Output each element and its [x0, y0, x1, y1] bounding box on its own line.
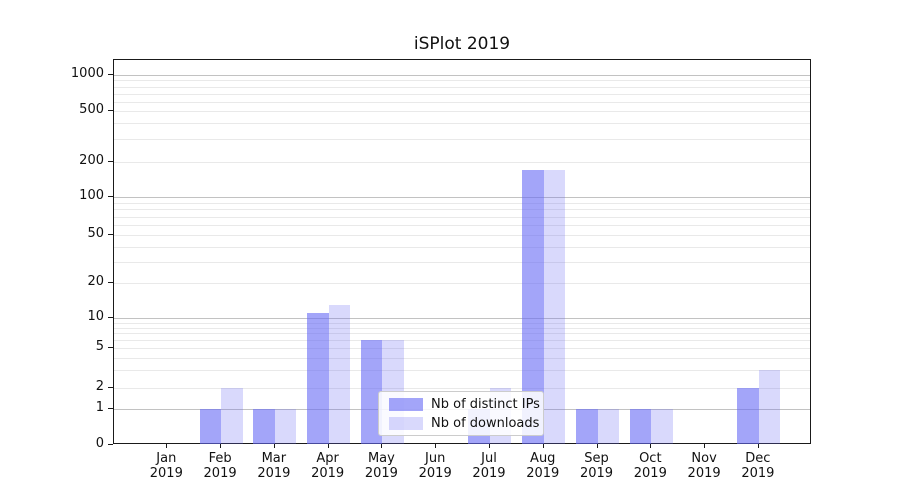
gridline-90 [114, 202, 810, 204]
y-tick-mark-100 [108, 196, 113, 197]
bar-downloads-apr [328, 304, 351, 444]
gridline-600 [114, 101, 810, 103]
y-tick-label-200: 200 [79, 153, 104, 168]
x-tick-label-oct: Oct 2019 [633, 451, 667, 481]
x-tick-label-may: May 2019 [364, 451, 398, 481]
y-tick-mark-1 [108, 408, 113, 409]
chart-title: iSPlot 2019 [413, 34, 511, 54]
gridline-30 [114, 261, 810, 263]
y-tick-mark-20 [108, 282, 113, 283]
gridline-4 [114, 357, 810, 359]
gridline-900 [114, 80, 810, 82]
legend: Nb of distinct IPs Nb of downloads [378, 391, 544, 436]
x-tick-mark-sep [596, 444, 598, 448]
plot-area: Nb of distinct IPs Nb of downloads [113, 59, 811, 444]
gridline-80 [114, 209, 810, 211]
bar-downloads-feb [221, 388, 243, 444]
x-tick-label-jun: Jun 2019 [418, 451, 452, 481]
x-tick-label-dec: Dec 2019 [741, 451, 775, 481]
x-tick-label-apr: Apr 2019 [311, 451, 345, 481]
x-tick-mark-oct [650, 444, 652, 448]
gridline-7 [114, 333, 810, 335]
y-tick-label-2: 2 [95, 379, 104, 394]
legend-swatch-distinct-ips [389, 397, 423, 411]
y-tick-mark-0 [108, 444, 113, 445]
gridline-700 [114, 93, 810, 95]
y-tick-label-50: 50 [87, 226, 104, 241]
bar-distinct-ips-may [360, 340, 383, 444]
gridline-5 [114, 348, 810, 349]
y-tick-label-500: 500 [79, 102, 104, 117]
gridline-400 [114, 123, 810, 125]
bar-downloads-sep [597, 409, 620, 444]
x-tick-mark-dec [757, 444, 759, 448]
y-tick-mark-5 [108, 347, 113, 348]
gridline-300 [114, 139, 810, 141]
legend-label-downloads: Nb of downloads [431, 415, 540, 431]
bar-downloads-dec [758, 370, 781, 444]
bar-distinct-ips-oct [629, 409, 652, 444]
x-tick-mark-aug [542, 444, 544, 448]
y-tick-label-1000: 1000 [70, 66, 104, 81]
y-tick-mark-500 [108, 110, 113, 111]
y-tick-mark-50 [108, 234, 113, 235]
x-tick-mark-jul [488, 444, 490, 448]
gridline-9 [114, 322, 810, 324]
bar-distinct-ips-feb [199, 409, 222, 444]
gridline-100 [114, 197, 810, 198]
gridline-2 [114, 388, 810, 389]
bar-downloads-oct [651, 409, 673, 444]
gridline-50 [114, 235, 810, 236]
gridline-500 [114, 111, 810, 112]
y-tick-label-0: 0 [95, 436, 104, 451]
y-tick-label-20: 20 [87, 274, 104, 289]
x-tick-label-aug: Aug 2019 [526, 451, 560, 481]
gridline-70 [114, 216, 810, 218]
x-tick-mark-jan [166, 444, 168, 448]
x-tick-mark-jun [435, 444, 437, 448]
gridline-3 [114, 370, 810, 372]
y-tick-label-5: 5 [95, 339, 104, 354]
legend-swatch-downloads [389, 416, 423, 430]
y-tick-mark-200 [108, 161, 113, 162]
y-tick-label-10: 10 [87, 309, 104, 324]
x-tick-label-jul: Jul 2019 [472, 451, 506, 481]
x-tick-label-feb: Feb 2019 [203, 451, 237, 481]
bar-downloads-aug [543, 170, 566, 444]
x-tick-mark-feb [220, 444, 222, 448]
gridline-800 [114, 86, 810, 88]
x-tick-label-nov: Nov 2019 [687, 451, 721, 481]
y-tick-mark-10 [108, 317, 113, 318]
gridline-40 [114, 246, 810, 248]
x-tick-label-mar: Mar 2019 [257, 451, 291, 481]
bar-distinct-ips-apr [307, 313, 329, 444]
gridline-6 [114, 340, 810, 342]
x-tick-label-sep: Sep 2019 [579, 451, 614, 481]
y-tick-label-100: 100 [79, 188, 104, 203]
gridline-10 [114, 318, 810, 319]
x-tick-mark-mar [273, 444, 275, 448]
bar-distinct-ips-dec [737, 388, 759, 444]
bar-distinct-ips-sep [576, 409, 598, 444]
bar-distinct-ips-mar [253, 409, 275, 444]
y-tick-mark-1000 [108, 74, 113, 75]
legend-row-downloads: Nb of downloads [379, 416, 543, 431]
gridline-8 [114, 327, 810, 329]
gridline-20 [114, 283, 810, 284]
y-tick-mark-2 [108, 387, 113, 388]
x-tick-mark-may [381, 444, 383, 448]
x-tick-mark-apr [327, 444, 329, 448]
x-tick-mark-nov [704, 444, 706, 448]
legend-label-distinct-ips: Nb of distinct IPs [431, 396, 540, 412]
bar-downloads-mar [274, 409, 297, 444]
gridline-200 [114, 162, 810, 163]
x-tick-label-jan: Jan 2019 [149, 451, 183, 481]
gridline-1000 [114, 75, 810, 76]
y-tick-label-1: 1 [95, 400, 104, 415]
legend-row-distinct-ips: Nb of distinct IPs [379, 397, 543, 412]
gridline-60 [114, 225, 810, 226]
bar-distinct-ips-aug [522, 170, 544, 444]
